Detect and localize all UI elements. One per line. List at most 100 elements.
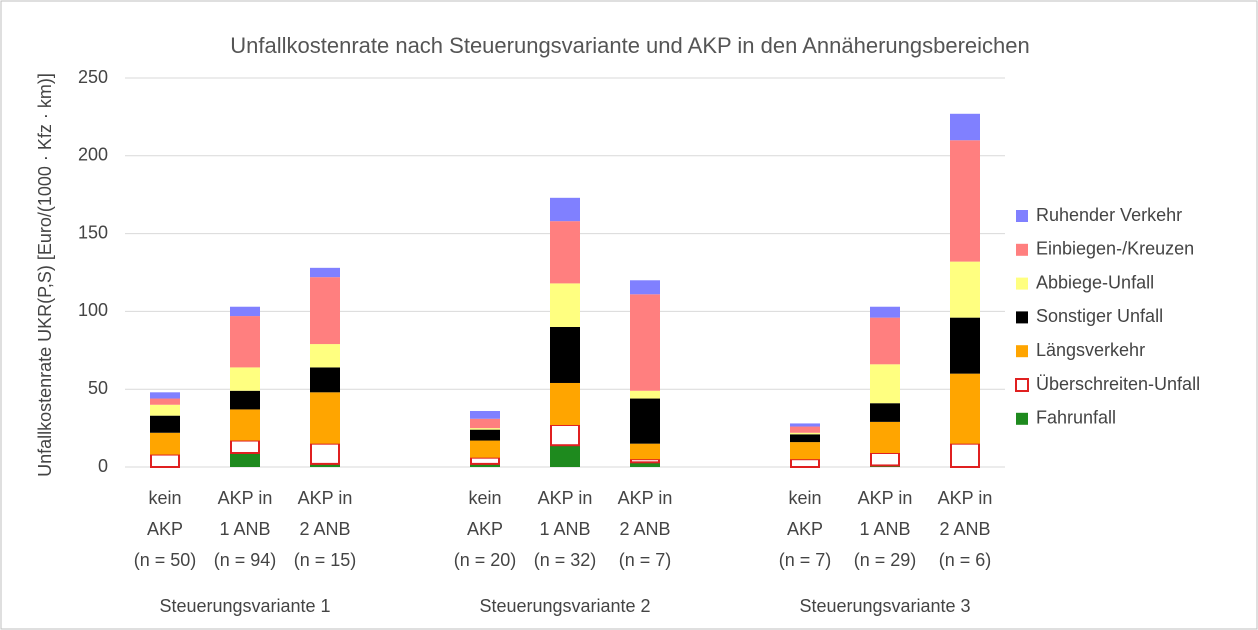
bar-segment bbox=[950, 140, 980, 262]
x-tick-line: (n = 20) bbox=[454, 550, 517, 570]
legend-swatch bbox=[1016, 311, 1028, 324]
bar-segment bbox=[310, 442, 340, 465]
bar-segment bbox=[870, 364, 900, 404]
y-tick-label: 50 bbox=[88, 378, 108, 398]
x-tick-line: 2 ANB bbox=[619, 519, 670, 539]
bar-segment bbox=[470, 440, 500, 458]
bar-segment bbox=[550, 382, 580, 425]
bar-segment bbox=[550, 283, 580, 327]
x-tick-line: 2 ANB bbox=[939, 519, 990, 539]
bar-segment bbox=[310, 367, 340, 393]
bar-segment bbox=[550, 326, 580, 383]
x-tick-line: AKP in bbox=[618, 488, 673, 508]
bar-segment bbox=[790, 434, 820, 443]
legend-label: Einbiegen-/Kreuzen bbox=[1036, 239, 1194, 259]
legend-label: Überschreiten-Unfall bbox=[1036, 374, 1200, 394]
x-tick-line: 1 ANB bbox=[859, 519, 910, 539]
x-tick-line: AKP bbox=[467, 519, 503, 539]
legend-label: Sonstiger Unfall bbox=[1036, 306, 1163, 326]
y-axis-title: Unfallkostenrate UKR(P,S) [Euro/(1000 · … bbox=[35, 73, 55, 477]
bar-segment bbox=[150, 392, 180, 399]
bar-segment bbox=[790, 458, 820, 469]
legend-label: Fahrunfall bbox=[1036, 408, 1116, 428]
bar-segment bbox=[950, 442, 980, 469]
x-tick-line: 1 ANB bbox=[539, 519, 590, 539]
bar-segment bbox=[470, 429, 500, 441]
bar-segment bbox=[470, 456, 500, 465]
bar-segment bbox=[230, 439, 260, 454]
x-tick-label: kein AKP (n = 7) bbox=[779, 488, 832, 570]
x-tick-line: AKP in bbox=[538, 488, 593, 508]
bar-segment bbox=[630, 398, 660, 444]
group-label: Steuerungsvariante 2 bbox=[479, 596, 650, 616]
x-tick-label: AKP in 2 ANB (n = 7) bbox=[618, 488, 673, 570]
bar-segment bbox=[310, 277, 340, 345]
bar-segment bbox=[470, 463, 500, 467]
bar-segment bbox=[870, 306, 900, 318]
bar-segment bbox=[870, 421, 900, 453]
y-tick-label: 100 bbox=[78, 300, 108, 320]
bar-segment bbox=[150, 415, 180, 433]
bar-segment bbox=[230, 452, 260, 467]
x-tick-line: (n = 7) bbox=[779, 550, 832, 570]
x-tick-line: kein bbox=[788, 488, 821, 508]
x-tick-line: kein bbox=[148, 488, 181, 508]
bar-segment bbox=[230, 367, 260, 391]
x-tick-label: kein AKP (n = 50) bbox=[134, 488, 197, 570]
bar-segment bbox=[630, 443, 660, 460]
bar-segment bbox=[150, 432, 180, 455]
y-tick-label: 250 bbox=[78, 67, 108, 87]
x-tick-line: (n = 32) bbox=[534, 550, 597, 570]
x-tick-line: AKP in bbox=[218, 488, 273, 508]
x-tick-label: AKP in 1 ANB (n = 29) bbox=[854, 488, 917, 570]
bar-segment bbox=[870, 451, 900, 467]
x-tick-line: (n = 15) bbox=[294, 550, 357, 570]
legend-swatch bbox=[1016, 277, 1028, 290]
bar-segment bbox=[870, 403, 900, 422]
bar-segment bbox=[870, 317, 900, 365]
x-tick-line: AKP in bbox=[858, 488, 913, 508]
group-label: Steuerungsvariante 1 bbox=[159, 596, 330, 616]
group-label: Steuerungsvariante 3 bbox=[799, 596, 970, 616]
legend-swatch bbox=[1016, 345, 1028, 358]
bar-segment bbox=[550, 197, 580, 222]
bar-segment bbox=[950, 113, 980, 141]
legend-label: Längsverkehr bbox=[1036, 340, 1145, 360]
y-tick-label: 150 bbox=[78, 222, 108, 242]
bar-segment bbox=[550, 423, 580, 447]
x-tick-line: (n = 50) bbox=[134, 550, 197, 570]
x-tick-label: AKP in 2 ANB (n = 6) bbox=[938, 488, 993, 570]
x-tick-line: (n = 7) bbox=[619, 550, 672, 570]
legend-swatch bbox=[1016, 243, 1028, 256]
bar-segment bbox=[230, 409, 260, 441]
bar-segment bbox=[310, 463, 340, 467]
bar-segment bbox=[950, 373, 980, 444]
legend-swatch bbox=[1015, 378, 1029, 392]
bar-segment bbox=[630, 462, 660, 467]
bar-segment bbox=[310, 267, 340, 278]
legend-swatch bbox=[1016, 412, 1028, 425]
x-tick-line: (n = 6) bbox=[939, 550, 992, 570]
bar-segment bbox=[630, 280, 660, 295]
legend-label: Ruhender Verkehr bbox=[1036, 205, 1182, 225]
x-tick-label: AKP in 1 ANB (n = 94) bbox=[214, 488, 277, 570]
bar-segment bbox=[470, 410, 500, 419]
bar-segment bbox=[790, 423, 820, 427]
bar-segment bbox=[230, 316, 260, 368]
x-tick-line: (n = 29) bbox=[854, 550, 917, 570]
bar-segment bbox=[550, 221, 580, 284]
x-tick-label: AKP in 1 ANB (n = 32) bbox=[534, 488, 597, 570]
bar-segment bbox=[790, 426, 820, 433]
bar-segment bbox=[470, 428, 500, 430]
bar-segment bbox=[230, 306, 260, 317]
y-tick-label: 0 bbox=[98, 456, 108, 476]
x-tick-line: kein bbox=[468, 488, 501, 508]
bar-segment bbox=[630, 390, 660, 399]
x-tick-line: 1 ANB bbox=[219, 519, 270, 539]
bar-segment bbox=[630, 458, 660, 464]
bar-segment bbox=[310, 392, 340, 444]
legend-swatch bbox=[1016, 210, 1028, 222]
x-tick-line: 2 ANB bbox=[299, 519, 350, 539]
